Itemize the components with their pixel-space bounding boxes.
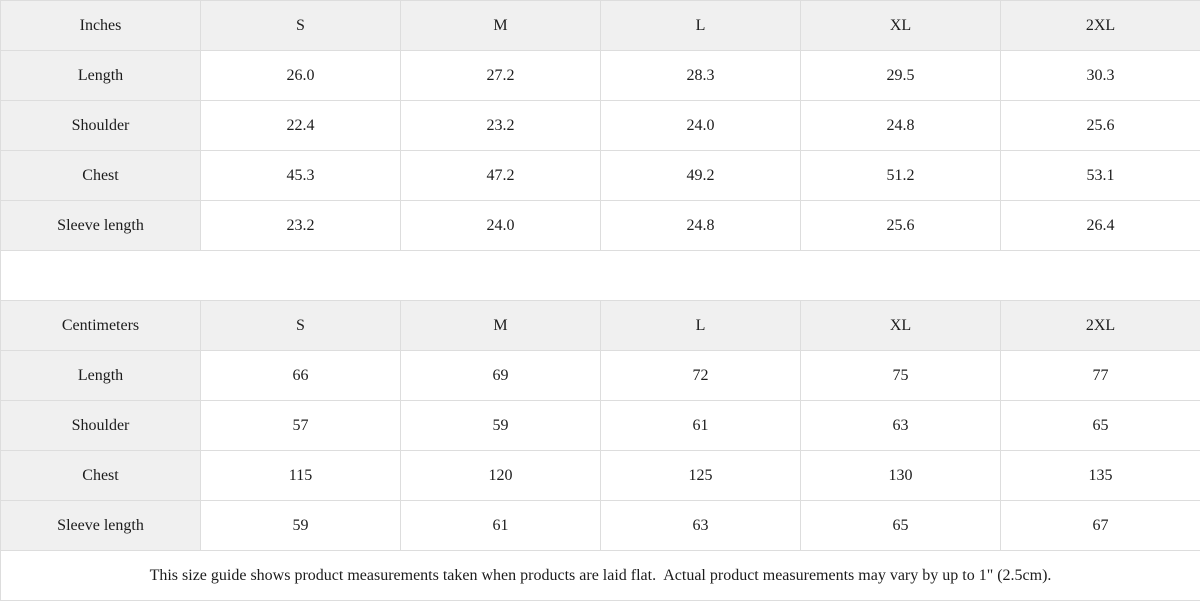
size-value-cell: 125 [601, 451, 801, 501]
table-row: Sleeve length 59 61 63 65 67 [1, 501, 1200, 551]
measurement-label-cell: Sleeve length [1, 501, 201, 551]
size-value-cell: 29.5 [801, 51, 1001, 101]
size-value-cell: 25.6 [801, 201, 1001, 251]
size-value-cell: 61 [601, 401, 801, 451]
inches-header-row: Inches S M L XL 2XL [1, 1, 1200, 51]
size-value-cell: 63 [801, 401, 1001, 451]
table-spacer [1, 251, 1200, 301]
size-value-cell: 65 [801, 501, 1001, 551]
size-value-cell: 61 [401, 501, 601, 551]
size-value-cell: 26.0 [201, 51, 401, 101]
size-value-cell: 45.3 [201, 151, 401, 201]
size-value-cell: 75 [801, 351, 1001, 401]
measurement-label-cell: Shoulder [1, 401, 201, 451]
table-row: Length 66 69 72 75 77 [1, 351, 1200, 401]
size-value-cell: 23.2 [201, 201, 401, 251]
size-value-cell: 63 [601, 501, 801, 551]
size-header-cell: 2XL [1001, 301, 1200, 351]
table-row: Shoulder 57 59 61 63 65 [1, 401, 1200, 451]
centimeters-header-row: Centimeters S M L XL 2XL [1, 301, 1200, 351]
size-value-cell: 22.4 [201, 101, 401, 151]
size-header-cell: XL [801, 301, 1001, 351]
measurement-label-cell: Length [1, 51, 201, 101]
size-value-cell: 24.8 [601, 201, 801, 251]
table-row: Shoulder 22.4 23.2 24.0 24.8 25.6 [1, 101, 1200, 151]
table-row: Sleeve length 23.2 24.0 24.8 25.6 26.4 [1, 201, 1200, 251]
size-value-cell: 135 [1001, 451, 1200, 501]
size-value-cell: 57 [201, 401, 401, 451]
size-header-cell: L [601, 1, 801, 51]
table-row: Chest 115 120 125 130 135 [1, 451, 1200, 501]
measurement-label-cell: Chest [1, 151, 201, 201]
size-header-cell: 2XL [1001, 1, 1200, 51]
size-header-cell: M [401, 301, 601, 351]
size-value-cell: 24.0 [601, 101, 801, 151]
size-value-cell: 26.4 [1001, 201, 1200, 251]
size-table-inches: Inches S M L XL 2XL Length 26.0 27.2 28.… [1, 1, 1200, 251]
footer-note: This size guide shows product measuremen… [1, 551, 1200, 601]
table-spacer-row [1, 251, 1200, 301]
size-value-cell: 25.6 [1001, 101, 1200, 151]
unit-header-cell: Centimeters [1, 301, 201, 351]
size-value-cell: 27.2 [401, 51, 601, 101]
measurement-label-cell: Chest [1, 451, 201, 501]
measurement-label-cell: Sleeve length [1, 201, 201, 251]
size-header-cell: M [401, 1, 601, 51]
size-value-cell: 77 [1001, 351, 1200, 401]
size-value-cell: 115 [201, 451, 401, 501]
size-value-cell: 69 [401, 351, 601, 401]
size-value-cell: 28.3 [601, 51, 801, 101]
size-value-cell: 130 [801, 451, 1001, 501]
size-value-cell: 47.2 [401, 151, 601, 201]
size-value-cell: 49.2 [601, 151, 801, 201]
size-value-cell: 24.0 [401, 201, 601, 251]
size-value-cell: 59 [401, 401, 601, 451]
size-value-cell: 72 [601, 351, 801, 401]
unit-header-cell: Inches [1, 1, 201, 51]
size-header-cell: XL [801, 1, 1001, 51]
size-value-cell: 23.2 [401, 101, 601, 151]
measurement-label-cell: Shoulder [1, 101, 201, 151]
table-footer: This size guide shows product measuremen… [1, 551, 1200, 601]
footer-row: This size guide shows product measuremen… [1, 551, 1200, 601]
size-value-cell: 53.1 [1001, 151, 1200, 201]
size-value-cell: 30.3 [1001, 51, 1200, 101]
size-value-cell: 120 [401, 451, 601, 501]
table-row: Chest 45.3 47.2 49.2 51.2 53.1 [1, 151, 1200, 201]
size-value-cell: 66 [201, 351, 401, 401]
size-header-cell: L [601, 301, 801, 351]
table-row: Length 26.0 27.2 28.3 29.5 30.3 [1, 51, 1200, 101]
measurement-label-cell: Length [1, 351, 201, 401]
spacer-cell [1, 251, 1200, 301]
size-value-cell: 51.2 [801, 151, 1001, 201]
size-header-cell: S [201, 301, 401, 351]
size-table-centimeters: Centimeters S M L XL 2XL Length 66 69 72… [1, 301, 1200, 551]
size-value-cell: 59 [201, 501, 401, 551]
size-value-cell: 67 [1001, 501, 1200, 551]
size-value-cell: 65 [1001, 401, 1200, 451]
size-value-cell: 24.8 [801, 101, 1001, 151]
size-header-cell: S [201, 1, 401, 51]
